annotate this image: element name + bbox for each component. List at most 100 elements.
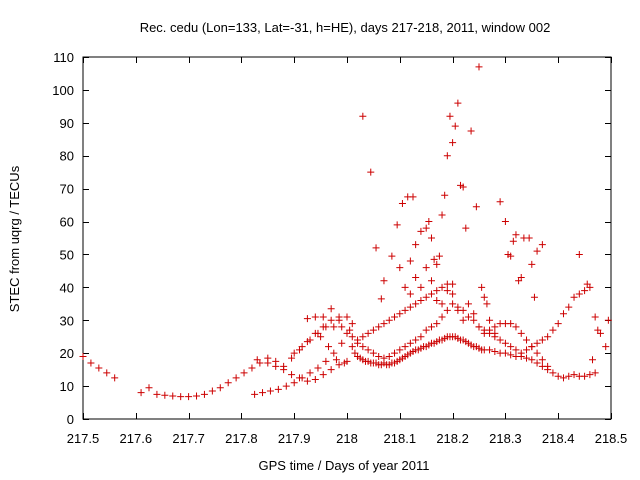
data-point	[200, 390, 208, 398]
y-tick-label: 90	[60, 116, 74, 131]
data-point	[459, 316, 467, 324]
data-point	[443, 152, 451, 160]
data-point	[533, 359, 541, 367]
data-point	[240, 369, 248, 377]
data-point	[512, 346, 520, 354]
data-point	[565, 372, 573, 380]
data-point	[95, 364, 103, 372]
data-point	[462, 224, 470, 232]
data-point	[507, 343, 515, 351]
data-point	[538, 241, 546, 249]
data-point	[398, 199, 406, 207]
data-point	[570, 293, 578, 301]
data-point	[570, 371, 578, 379]
data-point	[298, 343, 306, 351]
data-point	[459, 183, 467, 191]
data-point	[533, 247, 541, 255]
data-point	[438, 300, 446, 308]
data-point	[441, 191, 449, 199]
data-point	[412, 241, 420, 249]
data-point	[438, 313, 446, 321]
data-point	[417, 333, 425, 341]
data-point	[449, 280, 457, 288]
data-point	[433, 297, 441, 305]
data-point	[549, 326, 557, 334]
data-point	[401, 343, 409, 351]
data-point	[340, 359, 348, 367]
data-point	[354, 339, 362, 347]
data-point	[427, 290, 435, 298]
data-point	[377, 295, 385, 303]
data-point	[406, 339, 414, 347]
data-point	[565, 303, 573, 311]
data-point	[459, 306, 467, 314]
data-point	[475, 323, 483, 331]
x-axis-ticks: 217.5 217.6 217.7 217.8 217.9 218 218.1 218.2 21…	[67, 57, 627, 446]
chart-title: Rec. cedu (Lon=133, Lat=-31, h=HE), days…	[140, 20, 551, 35]
data-point	[425, 218, 433, 226]
data-point	[359, 343, 367, 351]
data-point	[375, 352, 383, 360]
data-point	[581, 287, 589, 295]
y-tick-label: 20	[60, 346, 74, 361]
data-point	[409, 193, 417, 201]
data-point	[396, 346, 404, 354]
data-point	[427, 277, 435, 285]
y-tick-label: 40	[60, 280, 74, 295]
data-point	[322, 357, 330, 365]
data-point	[486, 316, 494, 324]
data-point	[319, 371, 327, 379]
y-tick-label: 100	[52, 83, 74, 98]
y-tick-label: 50	[60, 247, 74, 262]
x-tick-label: 217.7	[172, 431, 205, 446]
data-point	[554, 320, 562, 328]
data-point	[335, 316, 343, 324]
data-point	[343, 313, 351, 321]
data-point	[449, 290, 457, 298]
data-point	[559, 310, 567, 318]
data-point	[467, 127, 475, 135]
data-point	[406, 290, 414, 298]
data-point	[272, 357, 280, 365]
data-point	[443, 287, 451, 295]
data-point	[385, 352, 393, 360]
y-tick-label: 80	[60, 149, 74, 164]
data-point	[533, 349, 541, 357]
data-point	[559, 374, 567, 382]
data-point	[280, 362, 288, 370]
data-point	[251, 390, 259, 398]
data-point	[391, 349, 399, 357]
data-point	[486, 346, 494, 354]
data-point	[185, 393, 193, 401]
data-point	[193, 392, 201, 400]
data-point	[427, 234, 435, 242]
data-point	[417, 227, 425, 235]
data-point	[491, 323, 499, 331]
data-point	[586, 371, 594, 379]
y-tick-label: 10	[60, 379, 74, 394]
data-point	[591, 313, 599, 321]
data-point	[544, 362, 552, 370]
data-point	[317, 333, 325, 341]
data-point	[435, 252, 443, 260]
data-point	[348, 333, 356, 341]
data-point	[544, 333, 552, 341]
data-point	[438, 211, 446, 219]
data-point	[412, 273, 420, 281]
data-point	[517, 273, 525, 281]
data-point	[422, 224, 430, 232]
data-points	[79, 63, 612, 401]
data-point	[314, 364, 322, 372]
x-tick-label: 217.9	[278, 431, 311, 446]
data-point	[348, 343, 356, 351]
data-point	[496, 198, 504, 206]
data-point	[259, 389, 267, 397]
data-point	[422, 326, 430, 334]
x-tick-label: 218.1	[384, 431, 417, 446]
data-point	[348, 320, 356, 328]
x-tick-label: 218.2	[436, 431, 469, 446]
data-point	[393, 221, 401, 229]
data-point	[480, 326, 488, 334]
data-point	[427, 323, 435, 331]
y-tick-label: 110	[53, 50, 74, 65]
